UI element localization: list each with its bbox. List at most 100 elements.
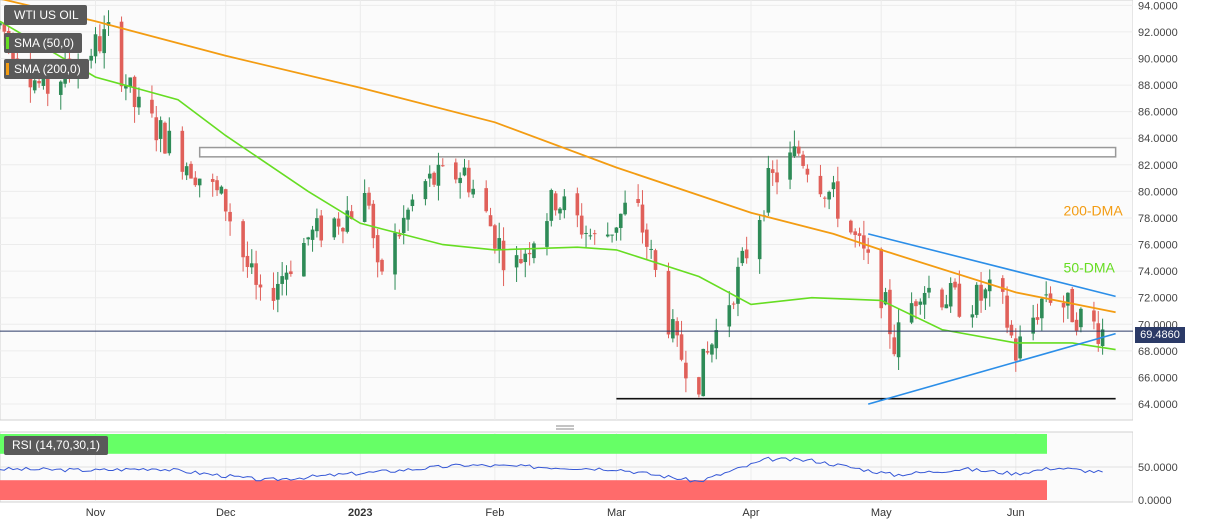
candle-body [89, 55, 93, 61]
candle-body [983, 289, 988, 299]
candle-body [853, 231, 857, 235]
candles-group [0, 10, 1105, 398]
instrument-legend[interactable]: WTI US OIL [4, 5, 87, 25]
candle-body [58, 81, 63, 95]
last-price-badge: 69.4860 [1135, 327, 1185, 343]
sma200-legend-label: SMA (200,0) [14, 62, 81, 76]
candle-body [697, 377, 701, 395]
candle-body [37, 80, 41, 84]
x-tick-label: Mar [607, 507, 626, 519]
sma50-legend[interactable]: SMA (50,0) [4, 33, 83, 53]
candle-body [45, 74, 50, 94]
candle-body [332, 218, 337, 238]
x-tick-label: 2023 [348, 507, 372, 519]
candle-body [193, 177, 198, 186]
candle-body [909, 303, 914, 323]
candle-body [866, 249, 870, 253]
candle-body [849, 220, 853, 233]
candle-body [241, 221, 245, 258]
candle-body [249, 263, 254, 268]
candle-body [714, 330, 719, 349]
sma200-line [1, 0, 1116, 314]
candle-body [653, 250, 658, 270]
candle-body [666, 270, 671, 335]
candle-body [210, 179, 215, 182]
candle-body [775, 172, 779, 183]
candle-body [705, 351, 710, 353]
candle-body [888, 289, 892, 335]
candle-body [493, 225, 497, 249]
candle-body [879, 248, 884, 309]
candle-body [836, 181, 840, 219]
candle-body [501, 240, 506, 271]
candle-body [918, 301, 923, 305]
candle-body [471, 188, 475, 195]
sma50-color-swatch [6, 37, 9, 49]
candle-body [219, 186, 224, 194]
candle-body [1035, 317, 1040, 320]
rsi-legend[interactable]: RSI (14,70,30,1) [4, 436, 109, 455]
candle-body [914, 301, 918, 307]
candle-body [532, 243, 536, 259]
candle-body [727, 305, 732, 327]
candle-body [154, 117, 159, 141]
candle-body [393, 232, 397, 275]
candle-body [623, 202, 627, 215]
x-tick-label: Feb [485, 507, 504, 519]
candle-body [302, 242, 306, 277]
candle-body [284, 272, 289, 280]
y-tick-label: 86.0000 [1138, 107, 1178, 119]
candle-body [862, 235, 866, 249]
candle-body [1044, 294, 1048, 296]
candle-body [497, 238, 502, 250]
candle-body [649, 248, 653, 250]
candle-body [454, 162, 458, 180]
candle-body [180, 130, 185, 172]
candle-body [215, 180, 219, 191]
candle-body [953, 281, 957, 288]
candle-body [98, 36, 102, 52]
candle-body [710, 344, 714, 355]
candle-body [831, 182, 836, 190]
candle-body [801, 154, 805, 166]
candle-body [406, 209, 410, 220]
candle-body [974, 284, 979, 315]
candle-body [467, 167, 471, 193]
y-tick-label: 80.0000 [1138, 186, 1178, 198]
candle-body [1031, 317, 1035, 334]
candle-body [289, 271, 293, 275]
y-tick-label: 78.0000 [1138, 213, 1178, 225]
rsi-overbought-zone [0, 434, 1047, 454]
candle-body [987, 279, 992, 292]
y-tick-label: 64.0000 [1138, 399, 1178, 411]
candle-body [436, 164, 441, 186]
candle-body [896, 322, 901, 358]
candle-body [610, 234, 614, 236]
candle-body [102, 29, 106, 54]
candle-body [336, 218, 341, 227]
y-tick-label: 82.0000 [1138, 160, 1178, 172]
candle-body [0, 23, 2, 26]
candle-body [158, 120, 163, 139]
candle-body [197, 178, 202, 186]
candle-body [788, 152, 792, 180]
candle-body [1066, 292, 1070, 306]
candle-body [679, 334, 684, 360]
candle-body [401, 217, 406, 234]
candle-body [636, 199, 640, 204]
candle-body [1092, 310, 1096, 322]
candle-body [979, 284, 983, 301]
candle-body [744, 249, 749, 259]
candle-body [519, 258, 523, 264]
candle-body [184, 166, 189, 176]
candle-body [766, 168, 771, 213]
candle-body [345, 210, 350, 232]
sma200-color-swatch [6, 63, 9, 75]
candle-body [362, 192, 367, 222]
candle-body [2, 23, 7, 32]
candle-body [640, 204, 645, 233]
sma200-legend[interactable]: SMA (200,0) [4, 59, 89, 79]
candle-body [41, 74, 46, 86]
candle-body [927, 287, 931, 293]
